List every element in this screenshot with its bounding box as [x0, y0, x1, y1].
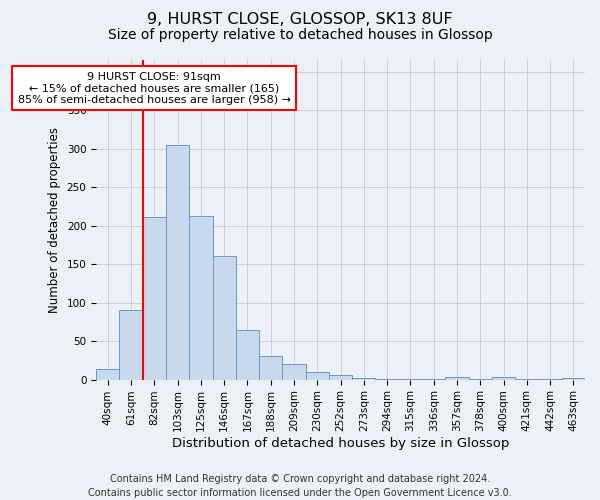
Bar [329, 375, 352, 380]
Bar [283, 364, 305, 380]
Bar [96, 369, 119, 380]
Bar [259, 356, 283, 380]
Bar [376, 379, 399, 380]
Bar [189, 216, 212, 380]
Bar [166, 144, 189, 380]
Bar [515, 379, 538, 380]
Bar [469, 379, 492, 380]
Bar [119, 310, 143, 380]
Bar [538, 379, 562, 380]
X-axis label: Distribution of detached houses by size in Glossop: Distribution of detached houses by size … [172, 437, 509, 450]
Bar [492, 378, 515, 380]
Bar [562, 378, 585, 380]
Text: 9 HURST CLOSE: 91sqm
← 15% of detached houses are smaller (165)
85% of semi-deta: 9 HURST CLOSE: 91sqm ← 15% of detached h… [18, 72, 291, 105]
Bar [422, 379, 445, 380]
Bar [305, 372, 329, 380]
Bar [143, 217, 166, 380]
Bar [445, 378, 469, 380]
Y-axis label: Number of detached properties: Number of detached properties [48, 127, 61, 313]
Text: Size of property relative to detached houses in Glossop: Size of property relative to detached ho… [107, 28, 493, 42]
Text: 9, HURST CLOSE, GLOSSOP, SK13 8UF: 9, HURST CLOSE, GLOSSOP, SK13 8UF [147, 12, 453, 28]
Bar [236, 330, 259, 380]
Text: Contains HM Land Registry data © Crown copyright and database right 2024.
Contai: Contains HM Land Registry data © Crown c… [88, 474, 512, 498]
Bar [399, 379, 422, 380]
Bar [212, 256, 236, 380]
Bar [352, 378, 376, 380]
